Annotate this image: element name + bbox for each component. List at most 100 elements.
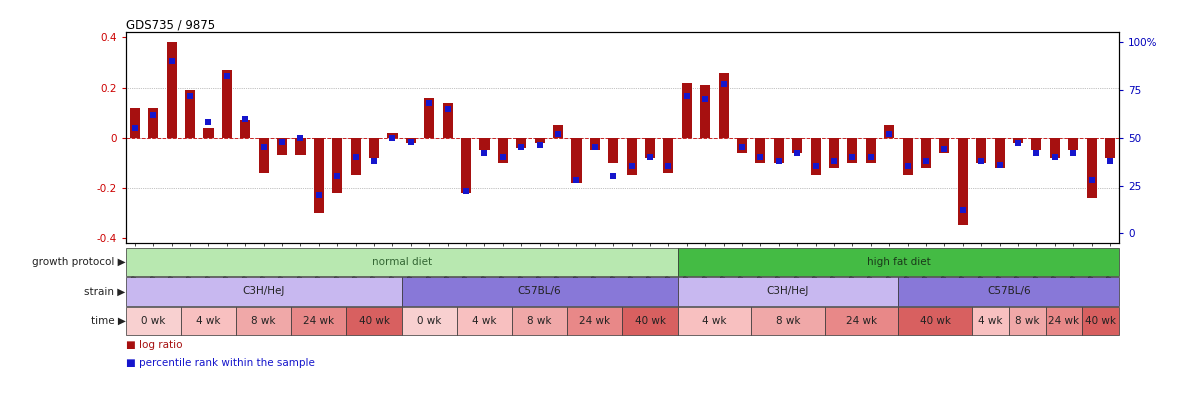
Text: normal diet: normal diet [371, 257, 432, 267]
Bar [553, 125, 563, 138]
Bar [388, 133, 397, 138]
Point [364, 158, 383, 164]
Point [199, 119, 218, 126]
Bar [1105, 138, 1116, 158]
Point [658, 163, 678, 170]
Bar [221, 70, 232, 138]
Point [309, 192, 328, 198]
Point [401, 138, 420, 145]
Point [715, 81, 734, 87]
Text: 40 wk: 40 wk [359, 316, 389, 326]
Text: 8 wk: 8 wk [251, 316, 277, 326]
Bar [885, 125, 894, 138]
Bar [241, 120, 250, 138]
Point [236, 115, 255, 122]
Bar [351, 138, 360, 175]
Bar [126, 247, 678, 276]
Text: 40 wk: 40 wk [1086, 316, 1117, 326]
Bar [899, 277, 1119, 306]
Bar [567, 307, 622, 335]
Text: 24 wk: 24 wk [846, 316, 877, 326]
Point [346, 153, 365, 160]
Bar [847, 138, 857, 163]
Point [733, 144, 752, 151]
Point [530, 142, 549, 149]
Text: C3H/HeJ: C3H/HeJ [243, 286, 285, 296]
Bar [608, 138, 619, 163]
Text: C57BL/6: C57BL/6 [518, 286, 561, 296]
Bar [129, 108, 140, 138]
Bar [626, 138, 637, 175]
Text: GDS735 / 9875: GDS735 / 9875 [126, 18, 214, 31]
Bar [752, 307, 825, 335]
Text: C3H/HeJ: C3H/HeJ [767, 286, 809, 296]
Bar [903, 138, 912, 175]
Point [678, 92, 697, 99]
Bar [402, 277, 678, 306]
Point [218, 73, 237, 80]
Point [328, 173, 347, 179]
Bar [682, 83, 692, 138]
Text: 24 wk: 24 wk [303, 316, 334, 326]
Point [862, 153, 881, 160]
Point [972, 158, 991, 164]
Point [935, 146, 954, 152]
Point [1045, 153, 1064, 160]
Bar [498, 138, 508, 163]
Bar [296, 138, 305, 155]
Point [144, 111, 163, 118]
Point [493, 153, 512, 160]
Bar [1009, 307, 1046, 335]
Text: 4 wk: 4 wk [978, 316, 1003, 326]
Point [622, 163, 642, 170]
Point [640, 153, 660, 160]
Bar [810, 138, 821, 175]
Bar [1050, 138, 1059, 158]
Text: 24 wk: 24 wk [579, 316, 610, 326]
Point [438, 106, 457, 112]
Bar [1046, 307, 1082, 335]
Bar [1082, 307, 1119, 335]
Text: 4 wk: 4 wk [703, 316, 727, 326]
Bar [590, 138, 600, 150]
Point [548, 131, 567, 137]
Bar [461, 138, 472, 193]
Bar [277, 138, 287, 155]
Bar [678, 247, 1119, 276]
Point [770, 158, 789, 164]
Point [511, 144, 530, 151]
Bar [865, 138, 876, 163]
Bar [186, 90, 195, 138]
Bar [181, 307, 236, 335]
Bar [512, 307, 567, 335]
Point [273, 138, 292, 145]
Text: high fat diet: high fat diet [867, 257, 930, 267]
Point [806, 163, 825, 170]
Point [843, 153, 862, 160]
Bar [995, 138, 1004, 168]
Text: 0 wk: 0 wk [417, 316, 442, 326]
Bar [443, 102, 452, 138]
Text: ■ log ratio: ■ log ratio [126, 340, 182, 350]
Point [695, 96, 715, 102]
Bar [236, 307, 291, 335]
Point [567, 177, 587, 183]
Bar [314, 138, 324, 213]
Text: C57BL/6: C57BL/6 [988, 286, 1031, 296]
Bar [773, 138, 784, 163]
Point [126, 125, 145, 131]
Bar [259, 138, 269, 173]
Bar [406, 138, 415, 143]
Point [788, 150, 807, 156]
Bar [126, 277, 402, 306]
Bar [825, 307, 899, 335]
Point [603, 173, 622, 179]
Text: 0 wk: 0 wk [141, 316, 165, 326]
Point [456, 188, 475, 194]
Point [291, 134, 310, 141]
Bar [920, 138, 931, 168]
Bar [333, 138, 342, 193]
Bar [718, 72, 729, 138]
Bar [737, 138, 747, 153]
Text: time ▶: time ▶ [91, 316, 126, 326]
